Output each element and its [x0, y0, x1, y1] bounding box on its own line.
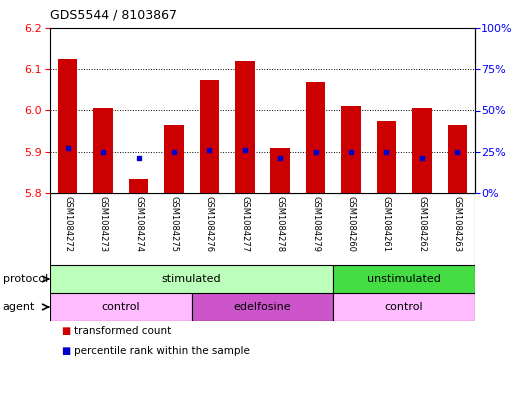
- Text: agent: agent: [3, 302, 35, 312]
- Text: GSM1084278: GSM1084278: [275, 196, 285, 252]
- Bar: [192, 293, 333, 321]
- Text: GSM1084260: GSM1084260: [347, 196, 356, 252]
- Text: percentile rank within the sample: percentile rank within the sample: [74, 346, 250, 356]
- Bar: [270, 148, 290, 193]
- Bar: [333, 293, 475, 321]
- Bar: [93, 108, 113, 193]
- Bar: [341, 107, 361, 193]
- Text: GSM1084274: GSM1084274: [134, 196, 143, 252]
- Bar: [50, 265, 333, 293]
- Text: GSM1084273: GSM1084273: [98, 196, 108, 252]
- Text: GSM1084277: GSM1084277: [240, 196, 249, 252]
- Text: GSM1084279: GSM1084279: [311, 196, 320, 252]
- Text: GSM1084263: GSM1084263: [453, 196, 462, 252]
- Bar: [50, 293, 192, 321]
- Bar: [306, 82, 325, 193]
- Text: ■: ■: [62, 346, 71, 356]
- Text: stimulated: stimulated: [162, 274, 222, 284]
- Bar: [235, 61, 254, 193]
- Bar: [333, 265, 475, 293]
- Text: unstimulated: unstimulated: [367, 274, 441, 284]
- Text: protocol: protocol: [3, 274, 48, 284]
- Text: control: control: [385, 302, 423, 312]
- Bar: [377, 121, 396, 193]
- Text: ■: ■: [62, 326, 71, 336]
- Bar: [447, 125, 467, 193]
- Text: GSM1084261: GSM1084261: [382, 196, 391, 252]
- Bar: [129, 178, 148, 193]
- Text: edelfosine: edelfosine: [234, 302, 291, 312]
- Text: GDS5544 / 8103867: GDS5544 / 8103867: [50, 9, 177, 22]
- Bar: [58, 59, 77, 193]
- Bar: [412, 108, 431, 193]
- Text: GSM1084262: GSM1084262: [418, 196, 426, 252]
- Bar: [200, 79, 219, 193]
- Text: GSM1084275: GSM1084275: [169, 196, 179, 252]
- Text: GSM1084276: GSM1084276: [205, 196, 214, 252]
- Text: GSM1084272: GSM1084272: [63, 196, 72, 252]
- Text: control: control: [102, 302, 140, 312]
- Bar: [164, 125, 184, 193]
- Text: transformed count: transformed count: [74, 326, 172, 336]
